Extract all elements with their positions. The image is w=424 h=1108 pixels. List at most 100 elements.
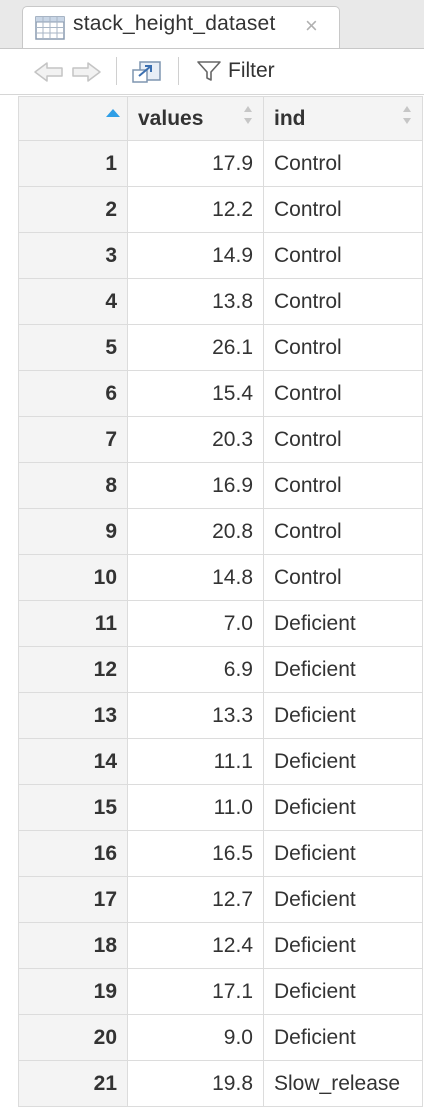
row-number: 16	[18, 830, 128, 877]
cell-ind[interactable]: Control	[263, 232, 423, 279]
cell-ind[interactable]: Deficient	[263, 922, 423, 969]
table-row[interactable]: 8 16.9 Control	[18, 462, 423, 509]
table-row[interactable]: 5 26.1 Control	[18, 324, 423, 371]
row-number: 12	[18, 646, 128, 693]
table-row[interactable]: 9 20.8 Control	[18, 508, 423, 555]
cell-ind[interactable]: Deficient	[263, 784, 423, 831]
sort-unsorted-icon	[243, 104, 253, 126]
row-number: 1	[18, 140, 128, 187]
header-row: values ind	[18, 96, 423, 141]
close-icon[interactable]: ×	[305, 13, 318, 38]
cell-values[interactable]: 11.1	[127, 738, 264, 785]
table-row[interactable]: 3 14.9 Control	[18, 232, 423, 279]
table-row[interactable]: 6 15.4 Control	[18, 370, 423, 417]
cell-ind[interactable]: Deficient	[263, 738, 423, 785]
cell-ind[interactable]: Slow_release	[263, 1060, 423, 1107]
row-number: 10	[18, 554, 128, 601]
toolbar: Filter	[0, 49, 424, 95]
row-number: 18	[18, 922, 128, 969]
tab-stack-height-dataset[interactable]: stack_height_dataset ×	[22, 6, 340, 48]
cell-ind[interactable]: Deficient	[263, 968, 423, 1015]
toolbar-divider	[178, 57, 179, 85]
cell-values[interactable]: 13.8	[127, 278, 264, 325]
cell-values[interactable]: 26.1	[127, 324, 264, 371]
cell-values[interactable]: 15.4	[127, 370, 264, 417]
filter-button[interactable]: Filter	[196, 55, 275, 87]
table-row[interactable]: 7 20.3 Control	[18, 416, 423, 463]
table-row[interactable]: 20 9.0 Deficient	[18, 1014, 423, 1061]
cell-values[interactable]: 20.3	[127, 416, 264, 463]
cell-values[interactable]: 20.8	[127, 508, 264, 555]
cell-values[interactable]: 17.1	[127, 968, 264, 1015]
row-number: 4	[18, 278, 128, 325]
row-number: 11	[18, 600, 128, 647]
table-row[interactable]: 4 13.8 Control	[18, 278, 423, 325]
row-number: 14	[18, 738, 128, 785]
cell-values[interactable]: 12.2	[127, 186, 264, 233]
cell-ind[interactable]: Control	[263, 462, 423, 509]
cell-ind[interactable]: Control	[263, 416, 423, 463]
back-arrow-icon[interactable]	[33, 61, 65, 83]
cell-ind[interactable]: Deficient	[263, 876, 423, 923]
cell-ind[interactable]: Control	[263, 370, 423, 417]
cell-values[interactable]: 14.9	[127, 232, 264, 279]
filter-label: Filter	[228, 59, 275, 82]
cell-values[interactable]: 6.9	[127, 646, 264, 693]
column-header-values[interactable]: values	[127, 96, 264, 141]
column-label: values	[138, 106, 204, 130]
cell-values[interactable]: 14.8	[127, 554, 264, 601]
table-row[interactable]: 14 11.1 Deficient	[18, 738, 423, 785]
table-row[interactable]: 13 13.3 Deficient	[18, 692, 423, 739]
table-row[interactable]: 2 12.2 Control	[18, 186, 423, 233]
data-grid: values ind	[18, 96, 424, 1107]
cell-ind[interactable]: Control	[263, 508, 423, 555]
row-number: 9	[18, 508, 128, 555]
table-row[interactable]: 10 14.8 Control	[18, 554, 423, 601]
sort-unsorted-icon	[402, 104, 412, 126]
cell-values[interactable]: 16.5	[127, 830, 264, 877]
table-row[interactable]: 16 16.5 Deficient	[18, 830, 423, 877]
table-row[interactable]: 18 12.4 Deficient	[18, 922, 423, 969]
cell-ind[interactable]: Control	[263, 278, 423, 325]
sort-ascending-icon	[106, 109, 120, 117]
cell-values[interactable]: 13.3	[127, 692, 264, 739]
cell-values[interactable]: 12.7	[127, 876, 264, 923]
row-number: 7	[18, 416, 128, 463]
column-header-ind[interactable]: ind	[263, 96, 423, 141]
cell-ind[interactable]: Deficient	[263, 692, 423, 739]
toolbar-divider	[116, 57, 117, 85]
popout-window-icon[interactable]	[131, 59, 163, 85]
table-row[interactable]: 12 6.9 Deficient	[18, 646, 423, 693]
table-row[interactable]: 15 11.0 Deficient	[18, 784, 423, 831]
forward-arrow-icon[interactable]	[70, 61, 102, 83]
row-number: 17	[18, 876, 128, 923]
cell-values[interactable]: 16.9	[127, 462, 264, 509]
cell-values[interactable]: 19.8	[127, 1060, 264, 1107]
row-number: 3	[18, 232, 128, 279]
column-header-rownames[interactable]	[18, 96, 128, 141]
cell-values[interactable]: 9.0	[127, 1014, 264, 1061]
table-row[interactable]: 11 7.0 Deficient	[18, 600, 423, 647]
table-row[interactable]: 19 17.1 Deficient	[18, 968, 423, 1015]
cell-values[interactable]: 11.0	[127, 784, 264, 831]
column-label: ind	[274, 106, 306, 130]
table-row[interactable]: 17 12.7 Deficient	[18, 876, 423, 923]
cell-ind[interactable]: Deficient	[263, 600, 423, 647]
cell-ind[interactable]: Control	[263, 554, 423, 601]
table-row[interactable]: 21 19.8 Slow_release	[18, 1060, 423, 1107]
cell-ind[interactable]: Deficient	[263, 646, 423, 693]
cell-values[interactable]: 17.9	[127, 140, 264, 187]
cell-ind[interactable]: Deficient	[263, 1014, 423, 1061]
table-row[interactable]: 1 17.9 Control	[18, 140, 423, 187]
cell-ind[interactable]: Control	[263, 140, 423, 187]
cell-ind[interactable]: Control	[263, 186, 423, 233]
row-number: 21	[18, 1060, 128, 1107]
data-table: values ind	[18, 96, 423, 1107]
row-number: 20	[18, 1014, 128, 1061]
cell-values[interactable]: 7.0	[127, 600, 264, 647]
cell-ind[interactable]: Deficient	[263, 830, 423, 877]
cell-values[interactable]: 12.4	[127, 922, 264, 969]
row-number: 19	[18, 968, 128, 1015]
cell-ind[interactable]: Control	[263, 324, 423, 371]
